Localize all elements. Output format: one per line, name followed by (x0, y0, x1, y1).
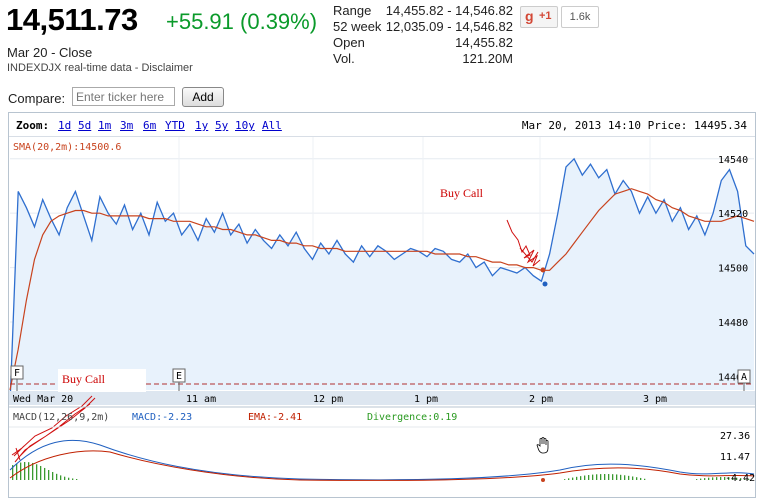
zoom-bar: Zoom: 1d 5d 1m 3m 6m YTD 1y 5y 10y All M… (9, 113, 755, 137)
ticker-input[interactable] (72, 87, 175, 106)
compare-label: Compare: (8, 91, 66, 106)
zoom-1y[interactable]: 1y (195, 119, 209, 132)
add-button[interactable]: Add (182, 87, 224, 107)
stat-row-open: Open 14,455.82 (333, 35, 513, 50)
gplus-button[interactable]: g +1 (520, 6, 558, 28)
zoom-5y[interactable]: 5y (215, 119, 229, 132)
price-value: 14,511.73 (6, 2, 138, 37)
stat-row-range: Range 14,455.82 - 14,546.82 (333, 3, 513, 18)
data-source: INDEXDJX real-time data - Disclaimer (7, 62, 193, 74)
gplus-label: +1 (539, 10, 552, 22)
gplus-icon: g (525, 8, 534, 24)
stats-table: Range 14,455.82 - 14,546.82 52 week 12,035… (333, 3, 513, 67)
stat-row-volume: Vol. 121.20M (333, 51, 513, 66)
close-label: Mar 20 - Close (7, 45, 93, 60)
zoom-6m[interactable]: 6m (143, 119, 157, 132)
zoom-1m[interactable]: 1m (98, 119, 112, 132)
zoom-1d[interactable]: 1d (58, 119, 72, 132)
zoom-label: Zoom: (16, 119, 50, 132)
gplus-count: 1.6k (561, 6, 599, 28)
zoom-5d[interactable]: 5d (78, 119, 92, 132)
chart-frame (8, 112, 756, 498)
zoom-10y[interactable]: 10y (235, 119, 255, 132)
zoom-price-info: Mar 20, 2013 14:10 Price: 14495.34 (521, 119, 747, 132)
stat-row-52week: 52 week 12,035.09 - 14,546.82 (333, 19, 513, 34)
zoom-ytd[interactable]: YTD (165, 119, 185, 132)
price-change: +55.91 (0.39%) (166, 9, 318, 34)
zoom-3m[interactable]: 3m (120, 119, 134, 132)
zoom-all[interactable]: All (262, 119, 282, 132)
